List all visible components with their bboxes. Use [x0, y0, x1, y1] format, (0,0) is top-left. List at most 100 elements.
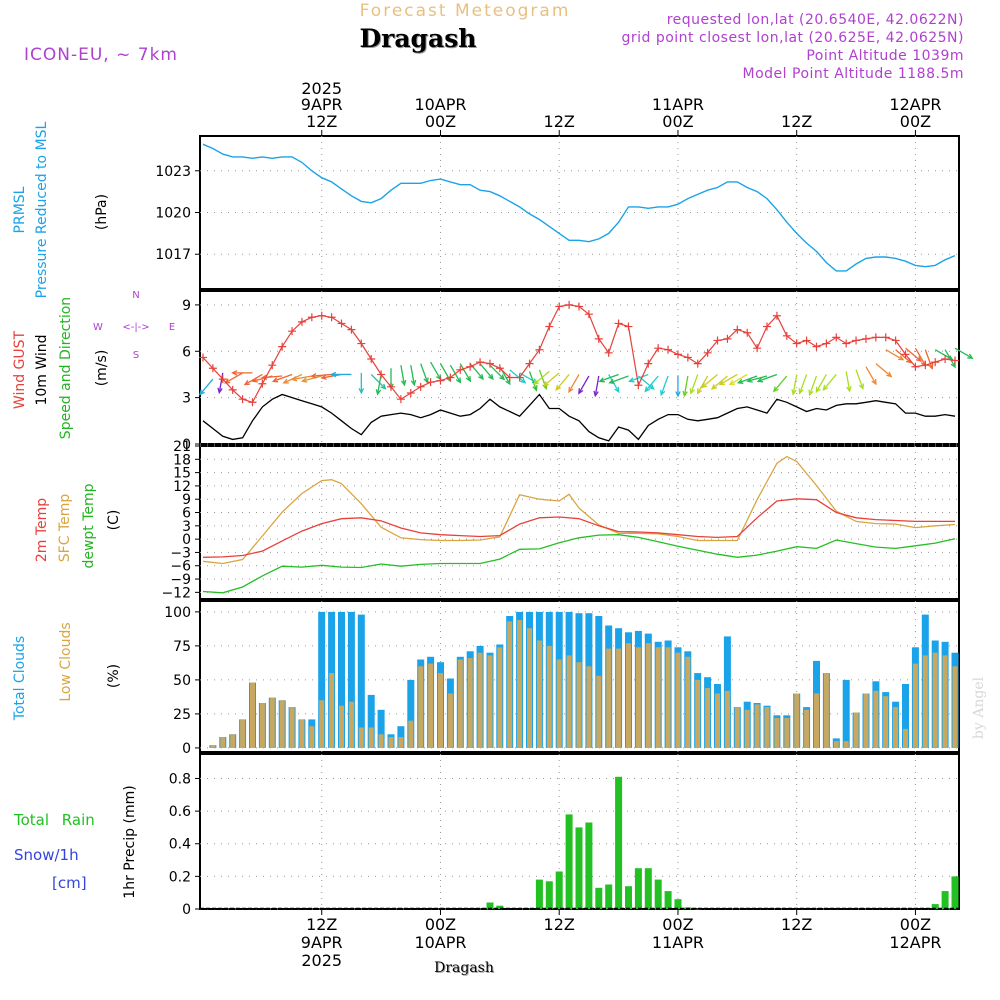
- wind-ytick-label: 0: [182, 437, 191, 453]
- gust-marker: [545, 322, 554, 331]
- low-clouds-bar: [715, 693, 720, 748]
- wind-direction-arrow: [459, 363, 472, 383]
- rain-bar: [535, 879, 543, 909]
- wind-direction-arrow: [689, 374, 699, 395]
- gust-marker: [357, 339, 366, 348]
- wind-direction-arrow: [223, 372, 243, 384]
- low-clouds-bar: [635, 647, 641, 748]
- wind-direction-arrow: [815, 374, 827, 394]
- gust-marker: [683, 353, 692, 362]
- bottom-axis-date: 10APR: [414, 933, 466, 952]
- low-clouds-bar: [744, 709, 750, 748]
- pressure-label-2: Pressure Reduced to MSL: [34, 121, 50, 298]
- wind-direction-arrow: [772, 375, 788, 393]
- clouds-ytick-label: 75: [173, 639, 191, 655]
- low-clouds-bar: [724, 690, 730, 748]
- bottom-axis-year: 2025: [301, 951, 342, 970]
- temperature-ytick-label: 18: [173, 452, 191, 468]
- top-axis-date: 9APR: [301, 95, 343, 114]
- temperature-ytick-label: −12: [161, 585, 191, 601]
- low-clouds-bar: [804, 709, 810, 748]
- compass-w: W: [93, 322, 103, 333]
- wind-direction-arrow: [329, 371, 352, 378]
- rain-bar: [545, 881, 553, 909]
- pressure-unit: (hPa): [94, 194, 110, 230]
- t2m-label: 2m Temp: [34, 498, 50, 562]
- bottom-axis-hour: 12Z: [781, 915, 812, 934]
- wind-direction-arrow: [568, 374, 580, 394]
- requested-coords: requested lon,lat (20.6540E, 42.0622N): [667, 12, 964, 28]
- low-clouds-bar: [210, 745, 216, 748]
- sfc-temp-line: [202, 455, 956, 565]
- gust-marker: [703, 348, 712, 357]
- wind-direction-arrow: [532, 370, 550, 386]
- temperature-ytick-label: 3: [182, 519, 191, 535]
- low-clouds-bar: [952, 666, 958, 748]
- wind-direction-arrow: [791, 374, 798, 396]
- gridpoint-coords: grid point closest lon,lat (20.625E, 42.…: [621, 30, 964, 46]
- compass-s: S: [133, 350, 139, 361]
- low-clouds-bar: [388, 737, 394, 748]
- low-clouds-bar: [586, 666, 592, 748]
- low-clouds-bar: [675, 652, 681, 748]
- low-clouds-bar: [378, 734, 384, 748]
- gust-marker: [941, 355, 950, 363]
- low-clouds-bar: [250, 682, 255, 748]
- wind-direction-arrow: [746, 375, 768, 383]
- temperature-ytick-label: 15: [173, 466, 191, 482]
- rain-bar: [605, 884, 613, 909]
- low-clouds-bar: [774, 718, 780, 748]
- wind-direction-arrow: [598, 373, 619, 383]
- wind-direction-arrow: [682, 375, 689, 398]
- gust-marker: [228, 385, 237, 394]
- model-label: ICON-EU, ~ 7km: [24, 45, 178, 65]
- location-title: Dragash: [360, 24, 477, 53]
- rain-bar: [486, 902, 494, 909]
- wind-direction-arrow: [718, 373, 738, 386]
- wind-direction-arrow: [290, 375, 312, 382]
- low-clouds-bar: [665, 647, 671, 748]
- model-altitude: Model Point Altitude 1188.5m: [743, 66, 964, 82]
- low-clouds-bar: [230, 734, 236, 748]
- rain-bar: [664, 891, 672, 909]
- low-clouds-bar: [428, 663, 434, 748]
- low-clouds-bar: [814, 693, 819, 748]
- gust-marker: [753, 344, 762, 353]
- gust-marker: [208, 364, 217, 373]
- bottom-axis-hour: 00Z: [900, 915, 931, 934]
- gust-marker: [743, 328, 752, 337]
- total-clouds-bar: [377, 709, 385, 748]
- low-clouds-bar: [734, 707, 740, 748]
- gust-marker: [426, 378, 435, 387]
- gust-marker: [733, 325, 742, 334]
- gust-marker: [238, 395, 247, 404]
- gust-marker: [307, 313, 316, 322]
- precip-panel: 0 0.2 0.4 0.6 0.8: [169, 753, 960, 918]
- wind-direction-arrow: [400, 365, 407, 387]
- clouds-unit: (%): [106, 664, 122, 688]
- wind-unit: (m/s): [94, 350, 110, 387]
- low-clouds-bar: [289, 707, 295, 748]
- gust-marker: [288, 327, 297, 336]
- wind-direction-arrow: [593, 375, 600, 398]
- gust-marker: [248, 398, 257, 407]
- gust-marker: [199, 353, 207, 362]
- low-clouds-bar: [319, 700, 325, 748]
- wind-direction-arrow: [701, 373, 718, 389]
- rain-bar: [595, 887, 603, 909]
- gust-marker: [515, 373, 524, 382]
- rain-bar: [634, 868, 642, 909]
- low-clouds-bar: [823, 673, 829, 748]
- snow-label: Snow/1h: [14, 846, 79, 864]
- gust-marker: [416, 382, 425, 391]
- wind-direction-arrow: [660, 375, 669, 397]
- top-axis-hour: 12Z: [306, 112, 337, 131]
- gust-marker: [842, 339, 851, 348]
- gust-marker: [535, 345, 544, 354]
- temperature-ytick-label: 12: [173, 479, 191, 495]
- precip-ytick-label: 0.4: [169, 837, 191, 853]
- gust-marker: [387, 382, 396, 391]
- low-clouds-bar: [833, 741, 839, 748]
- wind-direction-arrow: [310, 373, 332, 379]
- gust-marker: [584, 310, 593, 319]
